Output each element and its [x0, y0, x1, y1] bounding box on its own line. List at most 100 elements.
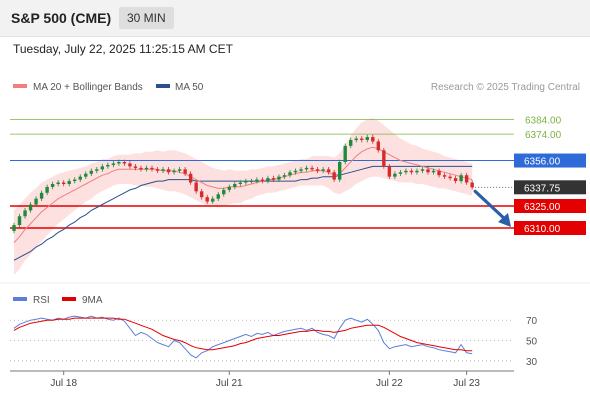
- candle-body: [84, 173, 88, 177]
- x-tick-label: Jul 21: [216, 378, 243, 389]
- legend-label-ma20: MA 20 + Bollinger Bands: [33, 82, 143, 93]
- candle-body: [349, 140, 353, 146]
- candle-body: [106, 164, 110, 167]
- pivot-tag: [514, 153, 586, 168]
- candle-body: [442, 175, 447, 177]
- candle-body: [117, 162, 121, 164]
- x-tick-label: Jul 23: [453, 378, 480, 389]
- candle-body: [415, 170, 419, 173]
- candles-layer: [12, 134, 474, 234]
- candle-body: [304, 167, 309, 170]
- legend-swatch-ma20: [13, 84, 27, 88]
- candle-body: [393, 173, 397, 177]
- candle-body: [326, 169, 331, 173]
- candle-body: [23, 210, 27, 217]
- candle-body: [211, 198, 215, 202]
- candle-body: [293, 170, 298, 173]
- candle-body: [426, 169, 430, 173]
- candle-body: [332, 172, 336, 180]
- candle-body: [299, 169, 303, 171]
- candle-body: [12, 225, 16, 231]
- candle-body: [277, 176, 281, 180]
- candle-body: [199, 191, 204, 198]
- candle-body: [216, 194, 220, 199]
- candle-body: [227, 186, 231, 190]
- candle-body: [61, 182, 66, 184]
- candle-body: [17, 216, 22, 226]
- candle-body: [233, 184, 237, 187]
- candle-body: [67, 181, 71, 184]
- candle-body: [155, 169, 160, 171]
- candle-body: [45, 186, 49, 193]
- rsi-tick-label: 30: [526, 357, 538, 368]
- watermark: Research © 2025 Trading Central: [431, 82, 580, 93]
- support-tag: [514, 199, 586, 213]
- candle-body: [78, 176, 82, 180]
- candle-body: [470, 182, 474, 188]
- legend-label-ma50: MA 50: [175, 82, 204, 93]
- candle-body: [453, 178, 458, 182]
- level-tags-layer: 6384.00 6374.00 6356.00 6337.75 6325.00 6310.…: [514, 115, 586, 235]
- x-tick-label: Jul 22: [376, 378, 403, 389]
- last-price-tag: [514, 180, 586, 195]
- candle-body: [354, 138, 358, 140]
- moving-averages-layer: [13, 146, 473, 261]
- projection-arrow-shaft: [473, 189, 509, 223]
- resistance-label: 6384.00: [525, 115, 562, 126]
- rsi-ma-line: [13, 317, 473, 352]
- candle-body: [288, 172, 292, 176]
- pivot-label: 6356.00: [524, 157, 561, 168]
- candle-body: [387, 166, 392, 177]
- candle-body: [244, 181, 248, 183]
- rsi-layer: 70 50 30: [10, 315, 538, 368]
- candle-body: [183, 169, 187, 174]
- support-tag: [514, 221, 586, 235]
- candle-body: [321, 169, 325, 171]
- ma20-line: [13, 146, 473, 244]
- resistance-label: 6374.00: [525, 130, 562, 141]
- candle-body: [222, 189, 226, 195]
- candle-body: [464, 175, 469, 183]
- candle-body: [448, 176, 452, 179]
- candle-body: [337, 162, 342, 180]
- candle-body: [282, 175, 287, 177]
- candle-body: [34, 198, 38, 205]
- candle-body: [310, 167, 314, 170]
- legend-label-rsi: RSI: [33, 295, 50, 306]
- candle-body: [150, 167, 154, 170]
- candle-body: [100, 166, 105, 170]
- candle-body: [365, 137, 369, 140]
- legend-swatch-9ma: [62, 297, 76, 301]
- candle-body: [205, 197, 209, 202]
- instrument-title: S&P 500 (CME): [11, 10, 112, 26]
- timeframe-badge[interactable]: 30 MIN: [119, 7, 174, 29]
- candle-body: [111, 163, 116, 165]
- candle-body: [177, 169, 182, 171]
- support-label: 6310.00: [524, 224, 561, 235]
- rsi-tick-label: 50: [526, 337, 538, 348]
- chart-header: S&P 500 (CME) 30 MIN: [0, 0, 590, 37]
- bollinger-band-layer: [14, 118, 473, 275]
- rsi-legend: RSI 9MA: [13, 295, 103, 306]
- candle-body: [50, 184, 55, 187]
- candle-body: [128, 163, 132, 167]
- candle-body: [249, 181, 254, 183]
- legend-label-9ma: 9MA: [82, 295, 103, 306]
- candle-body: [271, 178, 276, 180]
- candle-body: [376, 141, 381, 151]
- projection-arrow-head: [498, 213, 511, 227]
- candle-body: [139, 167, 143, 170]
- candle-body: [431, 170, 436, 173]
- candle-body: [382, 150, 386, 167]
- x-axis: Jul 18 Jul 21 Jul 22 Jul 23: [10, 370, 514, 389]
- candle-body: [343, 145, 347, 162]
- candle-body: [266, 178, 270, 182]
- x-tick-label: Jul 18: [50, 378, 77, 389]
- candle-body: [144, 167, 149, 170]
- ma50-line: [13, 165, 473, 261]
- legend-swatch-ma50: [156, 84, 170, 88]
- candle-body: [437, 170, 441, 176]
- candle-body: [172, 170, 176, 173]
- candle-body: [409, 170, 414, 173]
